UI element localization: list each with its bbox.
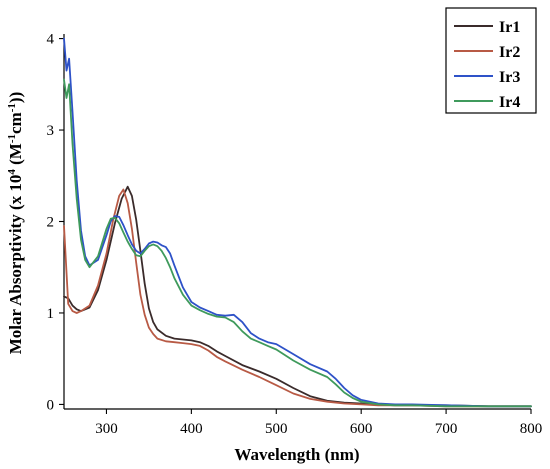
series-line-ir2: [63, 188, 532, 408]
x-tick-label: 600: [350, 421, 373, 437]
legend-items: Ir1 Ir2 Ir3 Ir4: [454, 19, 520, 111]
legend: Ir1 Ir2 Ir3 Ir4: [445, 7, 537, 114]
y-ticks: 0 1 2 3 4: [47, 32, 64, 413]
y-tick-label: 0: [47, 397, 55, 413]
series-line-ir4: [63, 78, 532, 408]
y-axis-title-suffix: )): [6, 92, 25, 103]
legend-label-ir4: Ir4: [499, 94, 520, 111]
x-axis-title: Wavelength (nm): [234, 445, 359, 464]
legend-label-ir3: Ir3: [499, 69, 520, 86]
y-tick-label: 3: [47, 123, 55, 139]
series-layer: [63, 37, 532, 408]
y-axis-title-mid2: cm: [6, 112, 25, 134]
y-tick-label: 4: [47, 32, 55, 48]
y-tick-label: 2: [47, 215, 55, 231]
y-axis-title-prefix: Molar Absorptivity (x 10: [6, 175, 25, 355]
x-ticks: 300 400 500 600 700 800: [95, 409, 542, 437]
legend-box: [445, 7, 537, 114]
x-tick-label: 400: [180, 421, 203, 437]
series-line-ir1: [63, 185, 532, 408]
x-tick-label: 700: [435, 421, 458, 437]
y-axis-title-exp1: 4: [6, 169, 18, 175]
y-axis-title-mid: (M: [6, 143, 25, 169]
y-axis-title-exp3: -1: [6, 103, 18, 112]
y-axis-title-group: Molar Absorptivity (x 104 (M-1cm-1)): [6, 92, 25, 354]
x-tick-label: 800: [520, 421, 543, 437]
plot-area: 300 400 500 600 700 800 0 1 2 3 4: [47, 32, 543, 437]
y-tick-label: 1: [47, 306, 55, 322]
y-axis-title-exp2: -1: [6, 134, 18, 143]
x-tick-label: 500: [265, 421, 288, 437]
legend-label-ir2: Ir2: [499, 44, 520, 61]
y-axis-title: Molar Absorptivity (x 104 (M-1cm-1)): [6, 92, 25, 354]
legend-label-ir1: Ir1: [499, 19, 520, 36]
x-tick-label: 300: [95, 421, 118, 437]
series-line-ir3: [63, 37, 532, 408]
